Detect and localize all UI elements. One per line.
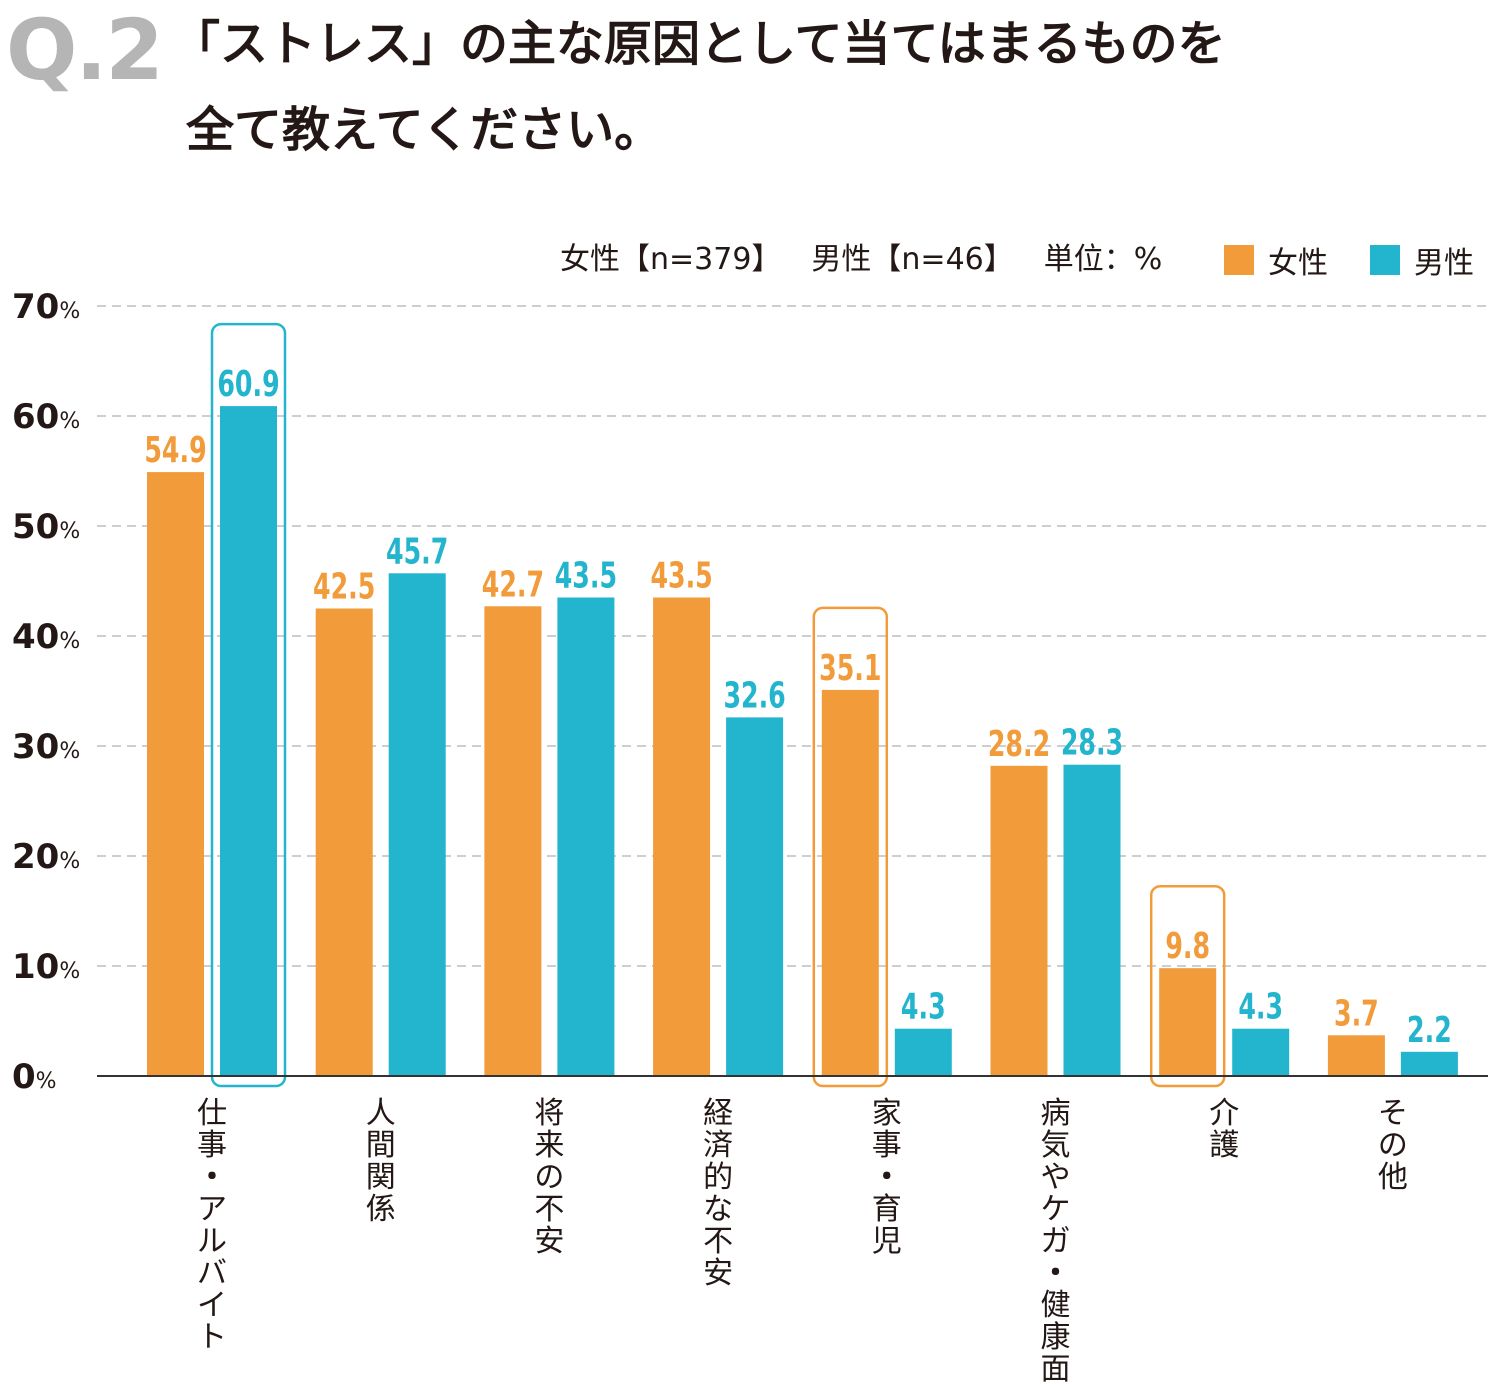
legend-item-male: 男性 (1370, 238, 1474, 282)
bar-male (726, 717, 784, 1076)
legend-label-female: 女性 (1268, 246, 1328, 281)
category-label: 病気やケガ・健康面 (1041, 1096, 1071, 1384)
y-tick-label: 40% (12, 617, 80, 657)
chart-title-line-2: 全て教えてください。 (186, 102, 663, 158)
value-label: 42.7 (482, 563, 544, 605)
category-label: 経済的な不安 (703, 1096, 733, 1291)
highlight-box (1149, 884, 1226, 1088)
bar-male (894, 1028, 952, 1076)
bar-male (557, 597, 615, 1076)
y-tick-label: 0% (12, 1057, 57, 1097)
bar-male (388, 573, 446, 1076)
legend-swatch-male (1370, 245, 1400, 275)
bar-female (821, 689, 879, 1076)
category-label: 仕事・アルバイト (197, 1096, 227, 1355)
category-label: その他 (1378, 1096, 1408, 1195)
category-label: 将来の不安 (534, 1096, 564, 1259)
value-label: 35.1 (819, 646, 881, 688)
bar-female (147, 472, 204, 1077)
bar-female (990, 765, 1048, 1076)
highlight-box (812, 606, 889, 1088)
category-label: 家事・育児 (872, 1096, 902, 1259)
bar-male (1063, 764, 1121, 1076)
y-tick-label: 20% (12, 837, 80, 877)
value-label: 42.5 (313, 565, 375, 607)
category-label: 人間関係 (366, 1096, 396, 1227)
bar-male (1400, 1051, 1458, 1076)
bar-female (1159, 968, 1217, 1076)
legend-label-male: 男性 (1414, 246, 1474, 281)
chart-title-line-1: 「ストレス」の主な原因として当てはまるものを (172, 16, 1226, 72)
value-label: 43.5 (555, 554, 617, 596)
value-label: 54.9 (144, 429, 206, 471)
value-label: 2.2 (1407, 1008, 1452, 1050)
y-tick-label: 60% (12, 397, 80, 437)
value-label: 4.3 (1238, 985, 1283, 1027)
value-label: 60.9 (217, 363, 279, 405)
y-tick-label: 10% (12, 947, 80, 987)
legend-item-female: 女性 (1224, 238, 1328, 282)
y-tick-label: 30% (12, 727, 80, 767)
highlight-box (210, 322, 287, 1088)
legend-swatch-female (1224, 245, 1254, 275)
value-label: 9.8 (1165, 925, 1210, 967)
legend: 女性 男性 (1224, 238, 1474, 282)
value-label: 45.7 (386, 530, 448, 572)
bar-female (315, 608, 373, 1076)
value-label: 3.7 (1334, 992, 1379, 1034)
value-label: 4.3 (901, 985, 946, 1027)
value-label: 28.2 (988, 722, 1050, 764)
unit-label: 単位：% (1043, 242, 1163, 277)
bar-male (1232, 1028, 1290, 1076)
category-label: 介護 (1209, 1096, 1239, 1163)
y-tick-label: 70% (12, 287, 80, 327)
bar-male (220, 406, 277, 1077)
question-number: Q.2 (6, 1, 164, 99)
bar-female (484, 606, 542, 1076)
value-label: 28.3 (1061, 721, 1123, 763)
bar-female (653, 597, 711, 1076)
sample-size-note: 女性【n=379】 男性【n=46】 単位：% (560, 240, 1162, 280)
female-sample-size: 女性【n=379】 (560, 242, 782, 277)
y-tick-label: 50% (12, 507, 80, 547)
bar-female (1327, 1035, 1385, 1076)
value-label: 43.5 (650, 554, 712, 596)
male-sample-size: 男性【n=46】 (811, 242, 1014, 277)
value-label: 32.6 (723, 674, 785, 716)
